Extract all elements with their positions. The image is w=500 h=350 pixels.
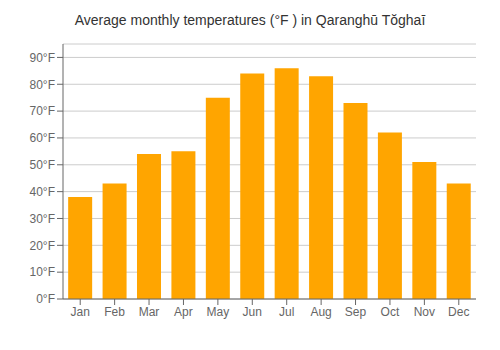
- svg-text:Jun: Jun: [243, 305, 262, 319]
- svg-text:10°F: 10°F: [30, 265, 55, 279]
- svg-text:60°F: 60°F: [30, 131, 55, 145]
- svg-text:40°F: 40°F: [30, 185, 55, 199]
- svg-text:Aug: Aug: [310, 305, 331, 319]
- svg-text:80°F: 80°F: [30, 78, 55, 92]
- svg-text:Apr: Apr: [174, 305, 193, 319]
- html-text:Average monthly temperatures (: Average monthly temperatures (°F ) in Qa…: [74, 12, 426, 28]
- svg-text:Dec: Dec: [448, 305, 469, 319]
- svg-text:Sep: Sep: [345, 305, 367, 319]
- svg-text:Jul: Jul: [279, 305, 294, 319]
- svg-text:May: May: [207, 305, 230, 319]
- svg-text:Mar: Mar: [139, 305, 160, 319]
- svg-text:Nov: Nov: [414, 305, 435, 319]
- svg-text:70°F: 70°F: [30, 104, 55, 118]
- svg-text:Oct: Oct: [381, 305, 400, 319]
- svg-text:Jan: Jan: [71, 305, 90, 319]
- svg-text:90°F: 90°F: [30, 51, 55, 65]
- svg-text:Feb: Feb: [104, 305, 125, 319]
- svg-text:20°F: 20°F: [30, 239, 55, 253]
- svg-text:50°F: 50°F: [30, 158, 55, 172]
- svg-text:0°F: 0°F: [36, 292, 55, 306]
- svg-text:30°F: 30°F: [30, 212, 55, 226]
